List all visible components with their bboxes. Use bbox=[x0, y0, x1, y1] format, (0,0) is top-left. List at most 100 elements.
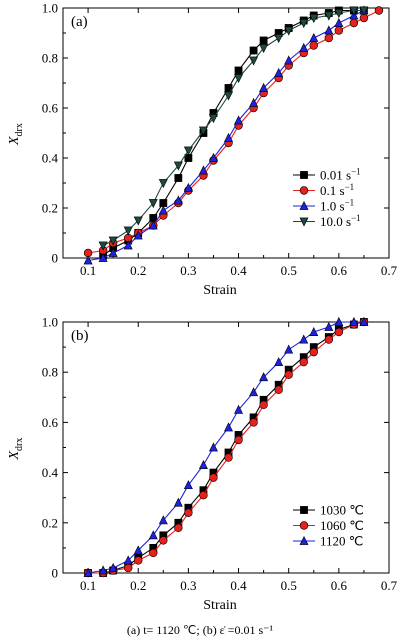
data-point bbox=[183, 146, 193, 156]
data-point bbox=[349, 6, 359, 16]
data-point bbox=[309, 347, 318, 357]
data-point bbox=[148, 199, 158, 209]
y-tick-label: 0 bbox=[52, 251, 59, 266]
data-point bbox=[159, 536, 168, 545]
legend-entry-label: 0.1 s−1 bbox=[320, 182, 354, 198]
data-point bbox=[309, 14, 319, 24]
data-point bbox=[274, 34, 284, 44]
legend: 0.01 s−10.1 s−11.0 s−110.0 s−1 bbox=[293, 167, 361, 229]
data-point bbox=[158, 205, 168, 215]
chart-panel-b: 0.1 0.2 0.3 0.4 0.5 0.6 0.7 0 0.2 0.4 0.6 0.8 1.0 Str… bbox=[7, 315, 398, 614]
chart-panel-a: 0.1 0.2 0.3 0.4 0.5 0.6 0.7 0 0.2 0.4 0.6 0.8 1.0 Str… bbox=[7, 1, 398, 299]
data-point bbox=[234, 435, 243, 445]
data-point bbox=[334, 26, 344, 35]
data-point bbox=[108, 562, 118, 572]
series-3 bbox=[83, 316, 369, 577]
data-point bbox=[309, 32, 319, 42]
data-point bbox=[259, 36, 268, 45]
data-point bbox=[274, 67, 284, 77]
data-point bbox=[299, 357, 308, 367]
x-tick-label: 0.3 bbox=[180, 263, 196, 278]
data-point bbox=[123, 226, 133, 236]
legend-swatch-marker bbox=[300, 171, 308, 179]
data-point bbox=[198, 459, 208, 469]
data-point bbox=[208, 114, 218, 124]
data-point bbox=[133, 230, 143, 240]
x-tick-label: 0.5 bbox=[281, 578, 297, 593]
legend-entry-label: 10.0 s−1 bbox=[320, 213, 361, 229]
data-point bbox=[259, 400, 268, 410]
data-point bbox=[158, 515, 168, 525]
data-point bbox=[148, 220, 158, 230]
y-tick-label: 0.4 bbox=[42, 465, 59, 480]
data-point bbox=[173, 497, 183, 507]
data-point bbox=[274, 385, 283, 394]
data-point bbox=[133, 545, 143, 555]
x-tick-label: 0.7 bbox=[381, 263, 398, 278]
data-point bbox=[149, 548, 158, 558]
data-point bbox=[299, 42, 309, 52]
x-tick-label: 0.2 bbox=[130, 263, 146, 278]
data-point bbox=[324, 11, 334, 21]
data-point bbox=[359, 6, 369, 16]
legend-entry-label: 1120 ℃ bbox=[320, 534, 363, 549]
y-tick-label: 0.8 bbox=[42, 51, 58, 66]
data-point bbox=[284, 55, 294, 65]
data-point bbox=[198, 126, 208, 136]
data-point bbox=[123, 555, 133, 565]
data-point bbox=[174, 523, 183, 533]
x-tick-label: 0.1 bbox=[80, 578, 96, 593]
y-tick-label: 0.2 bbox=[42, 201, 58, 216]
data-point bbox=[83, 255, 93, 265]
data-point bbox=[224, 453, 233, 462]
data-point bbox=[274, 357, 284, 367]
data-point bbox=[284, 26, 294, 36]
x-tick-label: 0.6 bbox=[331, 578, 348, 593]
data-point bbox=[349, 316, 359, 326]
data-point bbox=[234, 74, 244, 84]
data-point bbox=[299, 334, 309, 344]
data-point bbox=[324, 321, 334, 331]
legend-entry-label: 1030 ℃ bbox=[320, 503, 364, 518]
data-point bbox=[208, 442, 218, 452]
data-point bbox=[173, 161, 183, 171]
data-point bbox=[123, 240, 133, 250]
y-tick-label: 1.0 bbox=[42, 315, 58, 330]
data-point bbox=[284, 344, 294, 354]
y-axis-title-main: X bbox=[7, 451, 22, 461]
data-point bbox=[174, 174, 183, 182]
data-point bbox=[134, 556, 143, 565]
data-point bbox=[133, 216, 143, 226]
y-tick-label: 1.0 bbox=[42, 1, 58, 16]
data-point bbox=[184, 508, 193, 517]
data-point bbox=[249, 387, 259, 397]
data-point bbox=[123, 563, 133, 573]
x-tick-label: 0.4 bbox=[230, 578, 247, 593]
data-point bbox=[249, 97, 259, 107]
data-point bbox=[183, 480, 193, 490]
data-point bbox=[158, 179, 168, 189]
data-point bbox=[83, 567, 93, 577]
data-point bbox=[349, 18, 359, 28]
y-axis-title: Xdrx bbox=[7, 438, 25, 461]
data-point bbox=[299, 19, 309, 29]
data-point bbox=[249, 418, 258, 427]
series-line bbox=[102, 9, 364, 256]
data-point bbox=[198, 165, 208, 175]
series-4 bbox=[98, 6, 369, 251]
data-point bbox=[224, 132, 233, 142]
series-3 bbox=[83, 5, 369, 265]
y-tick-label: 0.8 bbox=[42, 365, 58, 380]
data-point bbox=[148, 530, 158, 540]
y-axis-title-subscript: drx bbox=[14, 123, 25, 136]
x-tick-label: 0.7 bbox=[381, 578, 398, 593]
data-point bbox=[183, 182, 193, 192]
x-axis-title: Strain bbox=[203, 283, 236, 298]
data-point bbox=[309, 41, 318, 50]
data-point bbox=[324, 33, 334, 43]
data-point bbox=[98, 241, 108, 251]
data-point bbox=[374, 6, 384, 15]
series-line bbox=[102, 9, 364, 246]
data-point bbox=[108, 247, 118, 257]
